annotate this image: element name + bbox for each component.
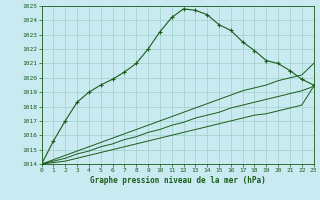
X-axis label: Graphe pression niveau de la mer (hPa): Graphe pression niveau de la mer (hPa) xyxy=(90,176,266,185)
